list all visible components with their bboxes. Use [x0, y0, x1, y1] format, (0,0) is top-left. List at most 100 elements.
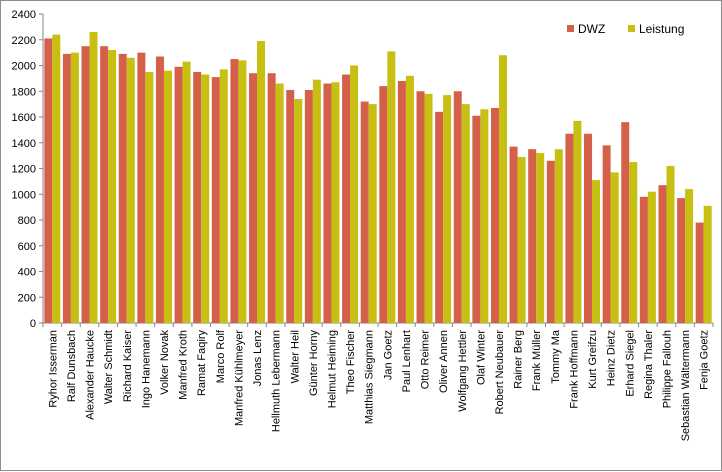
bar-leistung-3 — [108, 50, 117, 324]
bar-dwz-34 — [677, 198, 686, 323]
bar-dwz-28 — [565, 133, 574, 323]
x-category-label: Hellmuth Lebermann — [271, 330, 283, 432]
bar-dwz-24 — [490, 107, 499, 324]
bar-dwz-10 — [230, 59, 239, 324]
x-category-label: Fenja Goetz — [699, 330, 711, 390]
y-tick-label: 400 — [18, 267, 36, 279]
x-category-label: Ramat Faqiry — [196, 330, 208, 397]
y-tick-label: 1400 — [12, 138, 36, 150]
y-tick-label: 2000 — [12, 61, 36, 73]
bar-leistung-1 — [70, 52, 79, 324]
bar-dwz-22 — [453, 91, 462, 323]
y-axis-labels: 0 200 400 600 800 1000 1200 1400 1600 1800 2000 220… — [12, 9, 36, 330]
x-category-label: Frank Müller — [531, 330, 543, 391]
bar-leistung-12 — [275, 83, 284, 323]
bar-dwz-33 — [658, 185, 667, 323]
bars — [44, 32, 712, 324]
bar-leistung-31 — [629, 162, 638, 323]
bar-leistung-24 — [498, 55, 507, 323]
bar-leistung-7 — [182, 61, 191, 323]
x-category-label: Kurt Greifzu — [587, 330, 599, 389]
bar-leistung-0 — [52, 34, 61, 323]
bar-dwz-17 — [360, 101, 369, 323]
x-axis-labels: Ryhor Isserman Ralf Dunsbach Alexander Hau… — [47, 329, 710, 441]
bar-leistung-9 — [219, 69, 228, 323]
x-category-label: Marco Rolf — [215, 329, 227, 383]
x-category-label: Tommy Ma — [550, 329, 562, 384]
bar-leistung-23 — [480, 109, 489, 323]
axes — [39, 13, 714, 327]
bar-leistung-10 — [238, 60, 247, 323]
x-category-label: Matthias Siegmann — [364, 330, 376, 424]
bar-leistung-35 — [703, 205, 712, 323]
x-category-label: Robert Neubauer — [494, 330, 506, 415]
bar-leistung-29 — [592, 180, 601, 323]
bar-dwz-12 — [267, 73, 276, 323]
bar-dwz-19 — [397, 80, 406, 323]
x-category-label: Günter Horny — [308, 330, 320, 397]
x-category-label: Frank Hoffmann — [568, 330, 580, 409]
legend-swatch-dwz — [567, 25, 574, 32]
bar-dwz-29 — [584, 133, 593, 323]
bar-dwz-20 — [416, 91, 425, 323]
y-tick-label: 1600 — [12, 112, 36, 124]
bar-dwz-6 — [155, 56, 164, 324]
bar-dwz-31 — [621, 122, 630, 324]
y-tick-label: 1000 — [12, 189, 36, 201]
x-category-label: Manfred Kroth — [178, 330, 190, 400]
y-tick-label: 2400 — [12, 9, 36, 21]
x-category-label: Paul Lenhart — [401, 330, 413, 392]
x-category-label: Oliver Annen — [438, 330, 450, 393]
x-category-label: Otto Reimer — [420, 330, 432, 390]
bar-dwz-21 — [435, 111, 444, 323]
bar-dwz-16 — [342, 74, 351, 323]
bar-dwz-27 — [546, 160, 555, 323]
bar-dwz-30 — [602, 145, 611, 323]
bar-leistung-34 — [685, 189, 694, 323]
x-category-label: Manfred Kühlmeyer — [233, 330, 245, 426]
legend-label-leistung: Leistung — [639, 22, 684, 36]
bar-dwz-7 — [174, 66, 183, 323]
bar-dwz-35 — [695, 222, 704, 323]
x-category-label: Ryhor Isserman — [47, 330, 59, 408]
bar-leistung-15 — [331, 82, 340, 324]
bar-dwz-3 — [100, 46, 109, 323]
legend-swatch-leistung — [628, 25, 635, 32]
y-tick-label: 1800 — [12, 86, 36, 98]
bar-leistung-28 — [573, 120, 582, 323]
x-category-label: Alexander Haucke — [85, 330, 97, 420]
bar-dwz-18 — [379, 86, 388, 323]
bar-dwz-2 — [81, 46, 90, 323]
bar-dwz-8 — [193, 71, 202, 323]
bar-leistung-11 — [257, 41, 266, 323]
bar-dwz-4 — [118, 53, 127, 323]
y-tick-label: 2200 — [12, 35, 36, 47]
bar-leistung-26 — [536, 153, 545, 323]
y-tick-label: 200 — [18, 292, 36, 304]
bar-leistung-4 — [126, 57, 135, 323]
x-category-label: Olaf Winter — [475, 330, 487, 385]
y-tick-label: 600 — [18, 241, 36, 253]
bar-dwz-5 — [137, 52, 146, 324]
x-category-label: Theo Fischer — [345, 330, 357, 395]
x-category-label: Wolfgang Hettler — [457, 330, 469, 412]
x-category-label: Walter Heil — [289, 330, 301, 383]
bar-dwz-9 — [211, 77, 220, 323]
x-category-label: Jan Goetz — [382, 330, 394, 380]
bar-leistung-16 — [350, 65, 359, 323]
x-category-label: Erhard Siegel — [624, 330, 636, 397]
x-category-label: Volker Novak — [159, 330, 171, 395]
bar-leistung-18 — [387, 51, 396, 324]
bar-dwz-13 — [286, 89, 295, 324]
bar-leistung-22 — [461, 104, 470, 324]
bar-leistung-27 — [554, 149, 563, 323]
x-category-label: Sebastian Wältermann — [680, 330, 692, 441]
y-tick-label: 0 — [30, 318, 36, 330]
bar-leistung-30 — [610, 172, 619, 323]
x-category-label: Jonas Lenz — [252, 330, 264, 386]
bar-dwz-32 — [639, 196, 648, 323]
y-tick-label: 800 — [18, 215, 36, 227]
bar-dwz-0 — [44, 38, 53, 324]
